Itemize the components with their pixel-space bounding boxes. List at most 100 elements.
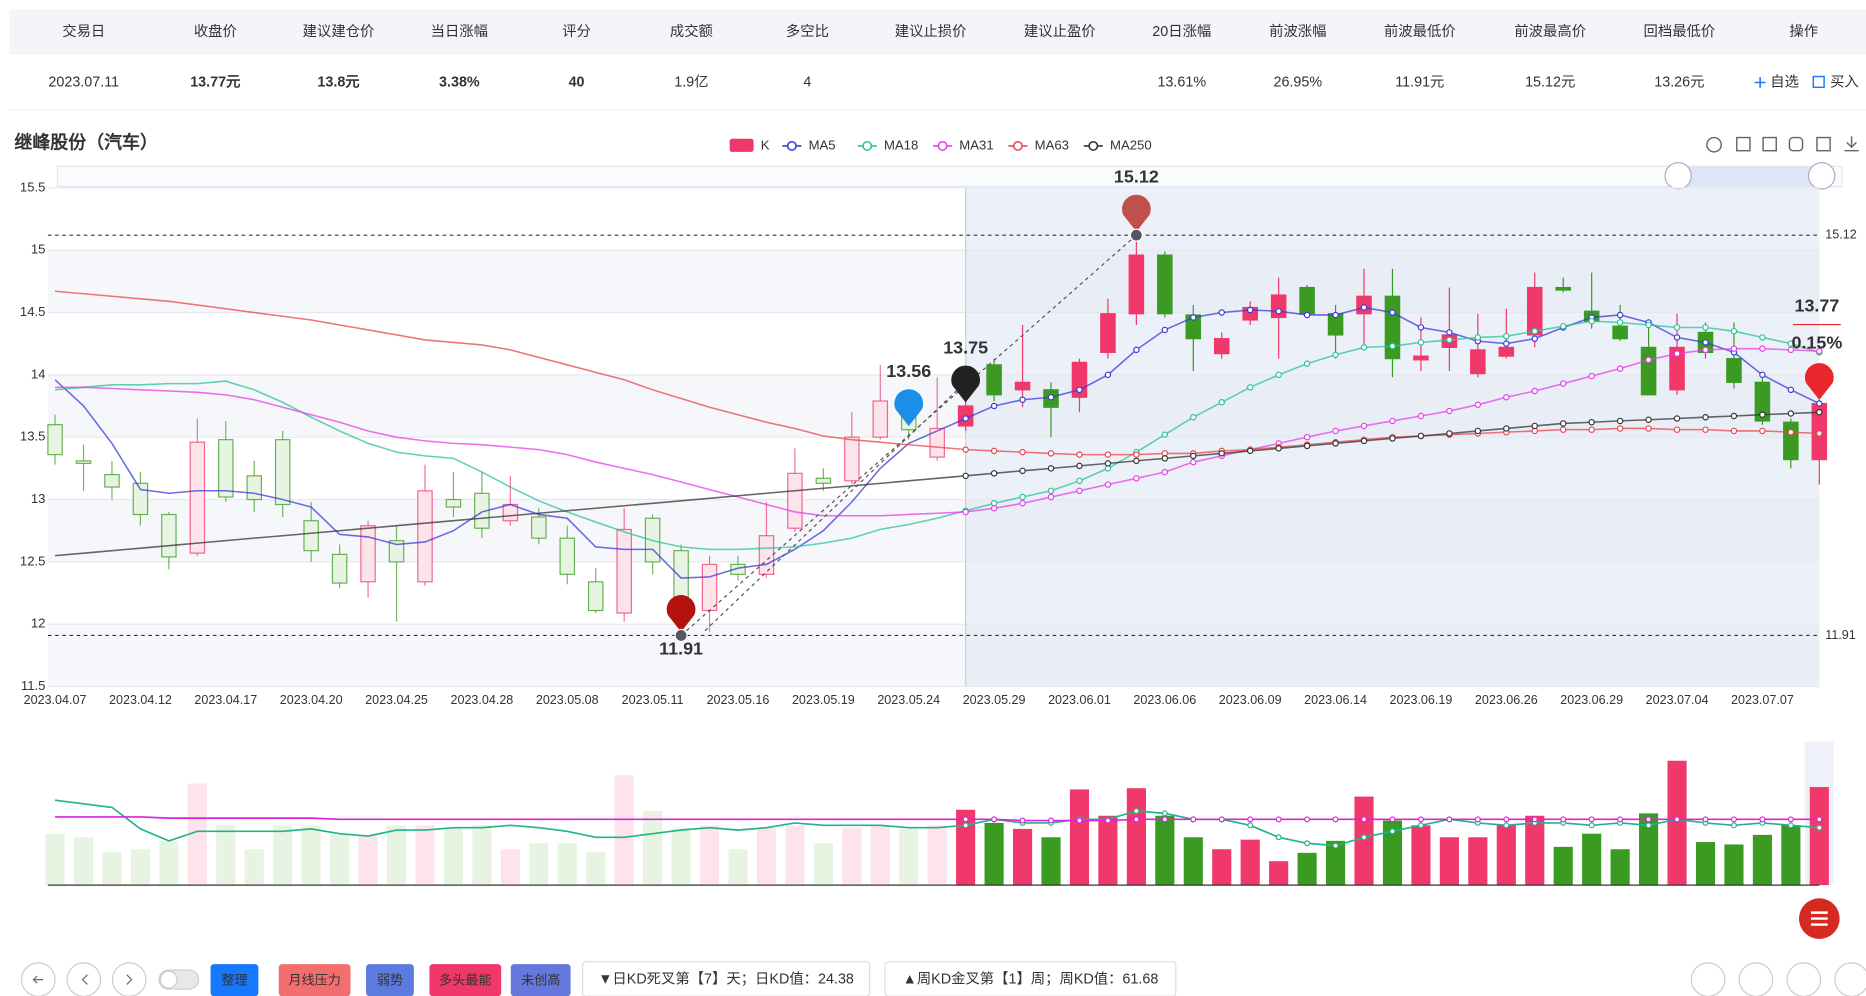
toolbox[interactable] <box>1706 136 1859 153</box>
ma-point <box>1104 481 1112 488</box>
ma-point <box>1816 409 1823 416</box>
candle-body <box>1470 349 1486 375</box>
table-cell: 1.9亿 <box>674 73 708 90</box>
zoom-handle[interactable] <box>1807 162 1836 190</box>
download-icon[interactable] <box>1844 136 1859 152</box>
volume-bar <box>671 827 691 886</box>
icon-button[interactable] <box>1738 962 1774 996</box>
ma-point <box>1246 306 1254 314</box>
ma-point <box>1759 411 1766 418</box>
marker-pin <box>666 595 696 632</box>
volume-ma-point <box>1133 816 1140 823</box>
y-tick-label: 15.5 <box>20 179 46 194</box>
icon-button[interactable] <box>1690 962 1726 996</box>
ma-point <box>1275 445 1282 452</box>
volume-bar <box>1667 760 1687 886</box>
tag-button[interactable] <box>510 964 571 996</box>
ma-point <box>1047 465 1055 472</box>
nav-button[interactable] <box>66 962 102 996</box>
candle-body <box>417 490 433 583</box>
volume-bar <box>756 827 777 886</box>
x-tick-label: 2023.07.04 <box>1646 693 1709 707</box>
volume-bar <box>1781 825 1801 886</box>
table-header: 当日涨幅 <box>431 23 488 40</box>
ma-point <box>1702 413 1709 421</box>
ma-point <box>1730 327 1738 335</box>
toggle-knob[interactable] <box>159 970 178 989</box>
icon-button[interactable] <box>1786 962 1822 996</box>
tag-button[interactable] <box>210 964 259 996</box>
tag-button[interactable] <box>429 964 502 996</box>
volume-bar <box>586 851 606 886</box>
ma-line <box>54 290 1820 456</box>
tag-button[interactable] <box>278 964 351 996</box>
volume-ma-point <box>1161 810 1168 817</box>
ma-point <box>1076 386 1083 394</box>
candle-body <box>388 540 405 563</box>
volume-ma-point <box>1417 816 1424 823</box>
candle-body <box>1157 254 1173 315</box>
zoom-handle[interactable] <box>1664 162 1692 190</box>
ma-point <box>1645 416 1652 423</box>
table-cell: 13.77元 <box>190 73 241 90</box>
volume-bar <box>1183 837 1203 886</box>
ma-point <box>1474 334 1482 341</box>
candle-body <box>758 535 775 575</box>
x-tick-label: 2023.04.28 <box>450 693 513 707</box>
candle-body <box>445 498 462 508</box>
ma-point <box>1104 371 1112 379</box>
restore-icon[interactable] <box>1788 136 1804 152</box>
ma-point <box>1588 426 1595 433</box>
zoom-window[interactable] <box>1678 166 1822 187</box>
ma-point <box>1275 371 1282 379</box>
volume-bar <box>699 825 720 886</box>
action-button[interactable]: 买入 <box>1830 73 1859 90</box>
volume-ma-point <box>1389 816 1396 823</box>
volume-ma-point <box>1019 817 1026 824</box>
refresh-icon[interactable] <box>1706 136 1722 153</box>
ma-point <box>1673 324 1681 331</box>
volume-ma-point <box>1503 816 1510 823</box>
table-header: 操作 <box>1789 23 1818 40</box>
volume-ma-point <box>1759 816 1766 823</box>
zoom-back-icon[interactable] <box>1762 136 1777 152</box>
ma-point <box>1360 344 1368 351</box>
x-tick-label: 2023.06.09 <box>1219 693 1282 707</box>
ma-point <box>1673 350 1681 357</box>
volume-bar <box>472 825 492 886</box>
ma-point <box>1275 308 1282 315</box>
ma-point <box>1218 309 1225 316</box>
bottom-nav[interactable] <box>20 898 1866 996</box>
ma-point <box>962 508 969 516</box>
volume-bar <box>557 843 577 886</box>
ma-point <box>1531 422 1538 430</box>
volume-ma-point <box>1104 817 1111 824</box>
action-button[interactable]: 自选 <box>1770 73 1799 90</box>
reference-label: 11.91 <box>1825 628 1855 642</box>
ma-point <box>1474 427 1482 435</box>
table-header: 建议止盈价 <box>1024 23 1096 40</box>
ma-point <box>1559 426 1567 433</box>
chart-title: 继峰股份（汽车） <box>14 131 158 152</box>
icon-button[interactable] <box>1834 962 1866 996</box>
nav-button[interactable] <box>111 962 147 996</box>
candle-body <box>1299 286 1315 315</box>
signal-text: ▼日KD死叉第【7】天；日KD值：24.38 <box>598 969 854 987</box>
ma-point <box>1503 394 1510 401</box>
volume-bar <box>1240 839 1260 886</box>
volume-bar <box>956 809 976 886</box>
data-zoom[interactable] <box>56 162 1843 190</box>
clear-icon[interactable] <box>1816 136 1831 152</box>
volume-ma-line <box>54 799 1820 847</box>
ma-point <box>1702 339 1709 346</box>
marker-pin <box>951 365 980 403</box>
tag-button[interactable] <box>366 964 414 996</box>
zoom-icon[interactable] <box>1736 136 1751 152</box>
candle-body <box>1612 325 1628 340</box>
candle-body <box>1128 254 1145 315</box>
ma-point <box>1389 342 1396 350</box>
y-tick-label: 12.5 <box>20 553 46 568</box>
ma-point <box>1730 345 1738 352</box>
ma-point <box>1759 334 1766 341</box>
volume-ma-point <box>1361 834 1368 841</box>
